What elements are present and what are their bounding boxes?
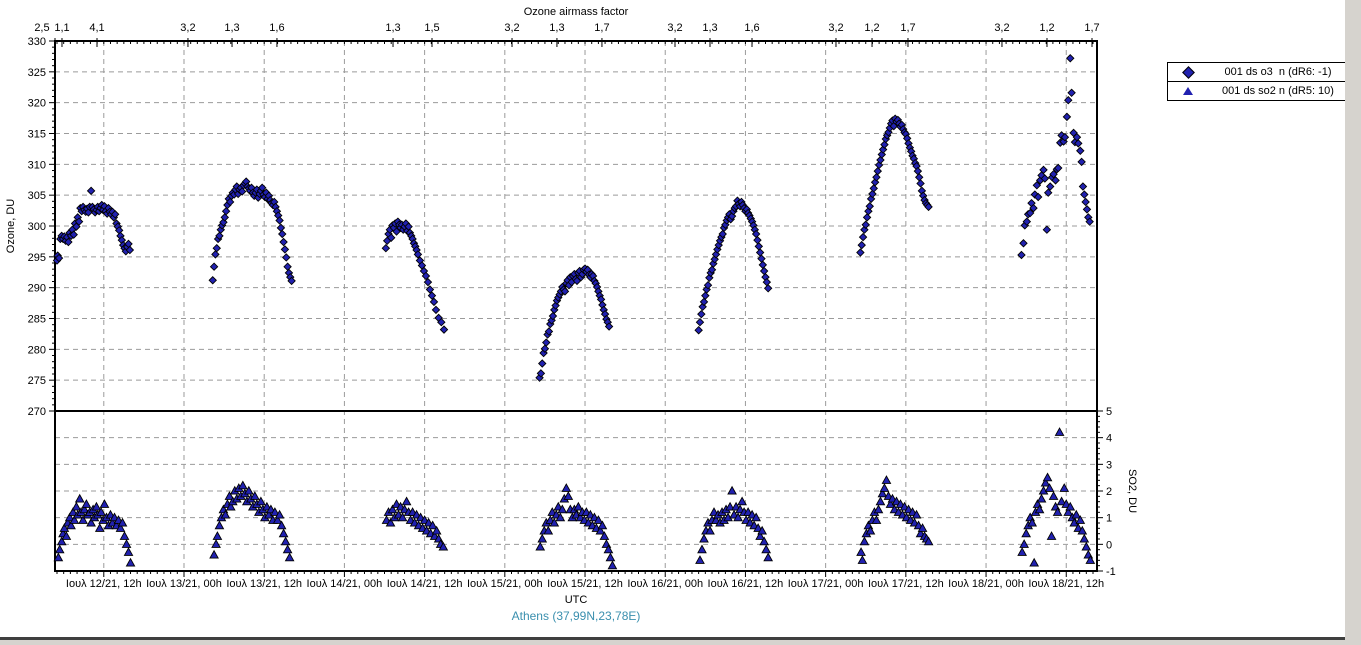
airmass-tick-label: 1,6 [269, 22, 284, 34]
x-tick-label: Ιουλ 13/21, 00h [146, 578, 222, 590]
left-axis-title: Ozone, DU [5, 199, 17, 253]
x-tick-label: Ιουλ 18/21, 12h [1028, 578, 1104, 590]
left-tick-label: 295 [28, 252, 46, 264]
airmass-tick-label: 1,3 [224, 22, 239, 34]
right-tick-label: 0 [1106, 539, 1112, 551]
airmass-tick-label: 4,1 [89, 22, 104, 34]
legend-item-o3[interactable]: 001 ds o3 n (dR6: -1) [1167, 62, 1353, 82]
right-tick-label: 2 [1106, 486, 1112, 498]
right-tick-label: 5 [1106, 406, 1112, 418]
window-right-edge [1345, 0, 1361, 645]
airmass-tick-label: 1,3 [549, 22, 564, 34]
right-tick-label: -1 [1106, 566, 1116, 578]
left-tick-label: 330 [28, 36, 46, 48]
airmass-tick-label: 3,2 [828, 22, 843, 34]
right-tick-label: 4 [1106, 433, 1112, 445]
airmass-tick-label: 1,7 [1084, 22, 1099, 34]
airmass-tick-label: 3,2 [180, 22, 195, 34]
x-tick-label: Ιουλ 15/21, 12h [547, 578, 623, 590]
airmass-tick-label: 1,3 [702, 22, 717, 34]
left-tick-label: 320 [28, 98, 46, 110]
right-axis-title: SO2, DU [1126, 469, 1138, 513]
left-tick-label: 310 [28, 159, 46, 171]
airmass-tick-label: 1,7 [900, 22, 915, 34]
legend-label-so2: 001 ds so2 n (dR5: 10) [1222, 85, 1334, 97]
right-tick-label: 1 [1106, 513, 1112, 525]
airmass-tick-label: 3,2 [667, 22, 682, 34]
left-tick-label: 315 [28, 129, 46, 141]
left-tick-label: 305 [28, 190, 46, 202]
airmass-tick-label: 3,2 [504, 22, 519, 34]
airmass-tick-label: 1,5 [424, 22, 439, 34]
x-tick-label: Ιουλ 12/21, 12h [66, 578, 142, 590]
x-tick-label: Ιουλ 14/21, 00h [307, 578, 383, 590]
axis-ticks [49, 38, 1103, 577]
x-tick-label: Ιουλ 16/21, 00h [627, 578, 703, 590]
left-tick-label: 270 [28, 406, 46, 418]
chart-caption: Athens (37,99N,23,78E) [511, 609, 641, 623]
airmass-tick-label: 1,3 [385, 22, 400, 34]
right-tick-label: 3 [1106, 459, 1112, 471]
legend: 001 ds o3 n (dR6: -1) 001 ds so2 n (dR5:… [1167, 62, 1353, 101]
diamond-marker-icon [1168, 65, 1208, 79]
legend-item-so2[interactable]: 001 ds so2 n (dR5: 10) [1167, 81, 1353, 101]
x-axis-title: UTC [565, 594, 588, 606]
gridlines [55, 41, 1097, 571]
top-axis-title: Ozone airmass factor [524, 6, 629, 18]
x-tick-label: Ιουλ 17/21, 00h [788, 578, 864, 590]
x-tick-label: Ιουλ 16/21, 12h [708, 578, 784, 590]
left-tick-label: 275 [28, 375, 46, 387]
left-tick-label: 300 [28, 221, 46, 233]
airmass-tick-label: 1,1 [54, 22, 69, 34]
triangle-marker-icon [1168, 87, 1208, 95]
left-tick-label: 325 [28, 67, 46, 79]
tick-labels: Ιουλ 12/21, 12h Ιουλ 13/21, 00h Ιουλ 13/21… [28, 22, 1116, 590]
airmass-tick-label: 1,7 [594, 22, 609, 34]
x-tick-label: Ιουλ 17/21, 12h [868, 578, 944, 590]
x-tick-label: Ιουλ 14/21, 12h [387, 578, 463, 590]
left-tick-label: 290 [28, 283, 46, 295]
legend-label-o3: 001 ds o3 n (dR6: -1) [1224, 66, 1332, 78]
airmass-tick-label: 3,2 [994, 22, 1009, 34]
airmass-tick-label: 2,5 [34, 22, 49, 34]
series-points-o3 [52, 54, 1094, 382]
airmass-tick-label: 1,2 [864, 22, 879, 34]
series-points-so2 [53, 427, 1096, 570]
window-bottom-edge [0, 637, 1345, 645]
x-tick-label: Ιουλ 18/21, 00h [948, 578, 1024, 590]
left-tick-label: 280 [28, 344, 46, 356]
left-tick-label: 285 [28, 314, 46, 326]
airmass-tick-label: 1,6 [744, 22, 759, 34]
x-tick-label: Ιουλ 13/21, 12h [226, 578, 302, 590]
airmass-tick-label: 1,2 [1039, 22, 1054, 34]
x-tick-label: Ιουλ 15/21, 00h [467, 578, 543, 590]
